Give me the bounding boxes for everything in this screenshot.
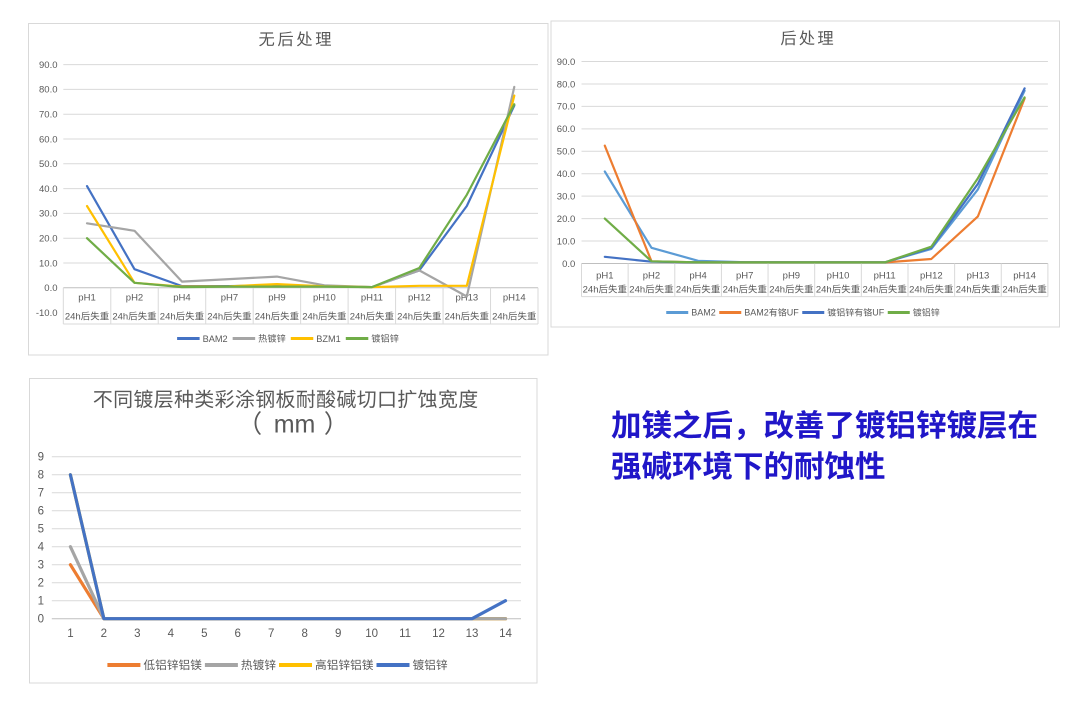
svg-text:pH1: pH1 — [78, 293, 95, 304]
svg-text:pH14: pH14 — [503, 293, 526, 304]
svg-text:7: 7 — [268, 628, 274, 640]
svg-text:50.0: 50.0 — [557, 147, 576, 158]
svg-text:0.0: 0.0 — [562, 259, 575, 270]
svg-text:80.0: 80.0 — [39, 85, 58, 96]
svg-text:pH14: pH14 — [1013, 271, 1036, 282]
svg-text:pH4: pH4 — [689, 271, 706, 282]
svg-text:0.0: 0.0 — [44, 283, 57, 294]
svg-text:30.0: 30.0 — [39, 209, 58, 220]
svg-text:9: 9 — [38, 452, 44, 464]
svg-text:6: 6 — [38, 506, 44, 518]
svg-text:10.0: 10.0 — [557, 236, 576, 247]
svg-text:pH10: pH10 — [313, 293, 336, 304]
svg-text:90.0: 90.0 — [557, 57, 576, 68]
svg-text:40.0: 40.0 — [557, 169, 576, 180]
svg-text:pH11: pH11 — [874, 271, 896, 282]
svg-text:pH1: pH1 — [596, 271, 613, 282]
svg-text:pH9: pH9 — [783, 271, 800, 282]
svg-text:UF: UF — [872, 308, 884, 318]
svg-text:BAM2: BAM2 — [691, 308, 716, 318]
svg-text:mm: mm — [274, 411, 316, 439]
svg-text:20.0: 20.0 — [39, 234, 58, 245]
svg-text:pH11: pH11 — [361, 293, 383, 304]
svg-text:2: 2 — [101, 628, 107, 640]
svg-text:3: 3 — [134, 628, 140, 640]
svg-text:60.0: 60.0 — [557, 124, 576, 135]
svg-text:30.0: 30.0 — [557, 191, 576, 202]
svg-text:11: 11 — [399, 628, 411, 640]
svg-text:pH4: pH4 — [173, 293, 190, 304]
svg-text:9: 9 — [335, 628, 341, 640]
svg-text:pH7: pH7 — [736, 271, 753, 282]
svg-text:5: 5 — [38, 524, 44, 536]
svg-text:-10.0: -10.0 — [36, 308, 58, 319]
svg-text:40.0: 40.0 — [39, 184, 58, 195]
svg-text:13: 13 — [466, 628, 479, 640]
svg-text:70.0: 70.0 — [39, 110, 58, 121]
svg-text:pH12: pH12 — [920, 271, 943, 282]
svg-text:3: 3 — [38, 560, 44, 572]
svg-text:1: 1 — [67, 628, 73, 640]
svg-text:UF: UF — [787, 308, 799, 318]
svg-text:4: 4 — [168, 628, 175, 640]
svg-text:pH13: pH13 — [455, 293, 478, 304]
svg-text:10.0: 10.0 — [39, 258, 58, 269]
svg-text:pH2: pH2 — [643, 271, 660, 282]
svg-text:2: 2 — [38, 578, 44, 590]
svg-text:14: 14 — [499, 628, 512, 640]
svg-text:7: 7 — [38, 488, 44, 500]
svg-text:8: 8 — [301, 628, 307, 640]
svg-text:90.0: 90.0 — [39, 60, 58, 71]
svg-text:6: 6 — [235, 628, 241, 640]
svg-text:0: 0 — [38, 614, 44, 626]
svg-text:BAM2: BAM2 — [744, 308, 769, 318]
svg-text:70.0: 70.0 — [557, 102, 576, 113]
svg-text:1: 1 — [38, 596, 44, 608]
svg-text:20.0: 20.0 — [557, 214, 576, 225]
svg-text:60.0: 60.0 — [39, 134, 58, 145]
svg-text:50.0: 50.0 — [39, 159, 58, 170]
svg-text:12: 12 — [432, 628, 445, 640]
svg-text:10: 10 — [365, 628, 378, 640]
svg-text:pH7: pH7 — [221, 293, 238, 304]
svg-text:pH13: pH13 — [967, 271, 990, 282]
svg-text:pH10: pH10 — [827, 271, 850, 282]
svg-text:BAM2: BAM2 — [203, 334, 228, 344]
svg-text:BZM1: BZM1 — [316, 334, 341, 344]
svg-text:80.0: 80.0 — [557, 79, 576, 90]
svg-text:5: 5 — [201, 628, 207, 640]
svg-text:4: 4 — [38, 542, 45, 554]
svg-text:8: 8 — [38, 470, 44, 482]
svg-text:pH9: pH9 — [268, 293, 285, 304]
svg-text:pH2: pH2 — [126, 293, 143, 304]
svg-text:pH12: pH12 — [408, 293, 431, 304]
